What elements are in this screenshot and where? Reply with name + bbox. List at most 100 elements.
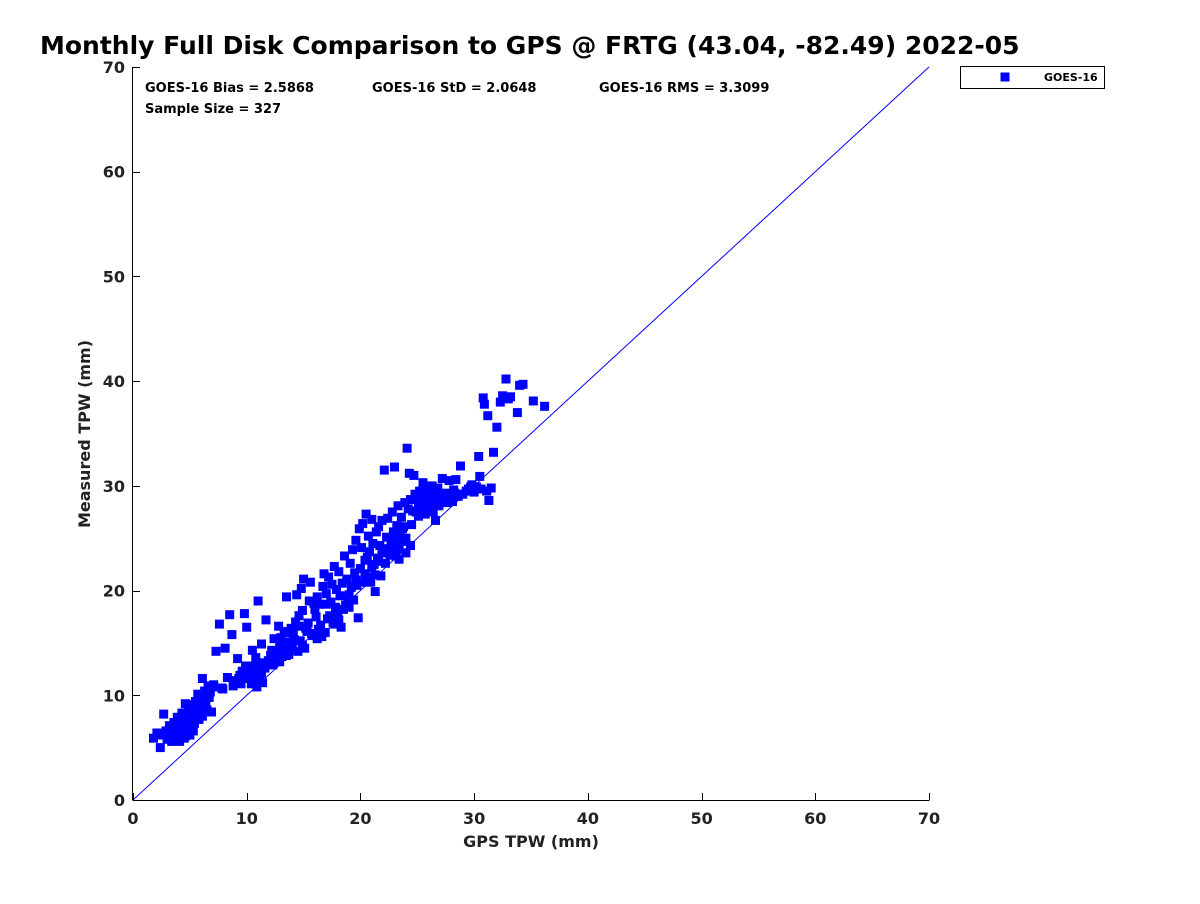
legend-box — [960, 66, 1105, 89]
data-point — [370, 587, 380, 597]
data-point — [267, 645, 277, 655]
data-point — [279, 626, 289, 636]
data-point — [249, 677, 258, 687]
data-point — [209, 680, 219, 690]
data-point — [211, 646, 221, 656]
data-point — [398, 524, 407, 534]
y-tick-label: 70 — [103, 58, 125, 77]
sample-size-annotation: Sample Size = 327 — [145, 102, 281, 117]
data-point — [388, 527, 398, 537]
data-point — [343, 593, 353, 603]
data-point — [498, 391, 508, 401]
x-tick-label: 0 — [127, 809, 138, 828]
data-point — [359, 577, 369, 587]
data-point — [352, 580, 362, 590]
data-point — [241, 661, 251, 671]
data-point — [261, 615, 271, 625]
x-tick-label: 60 — [804, 809, 826, 828]
data-point — [196, 691, 206, 701]
data-point — [489, 447, 498, 457]
data-point — [351, 535, 361, 545]
data-point — [225, 610, 235, 620]
data-point — [220, 643, 230, 653]
data-point — [387, 507, 397, 517]
data-point — [469, 487, 479, 497]
y-axis-label: Measured TPW (mm) — [75, 340, 94, 528]
data-point — [312, 634, 322, 644]
x-tick-label: 40 — [577, 809, 599, 828]
data-point — [451, 475, 461, 485]
data-point — [363, 531, 373, 541]
data-point — [483, 411, 493, 421]
data-point — [367, 514, 377, 524]
data-point — [402, 443, 412, 453]
data-point — [282, 651, 291, 660]
data-point — [204, 692, 214, 702]
data-point — [362, 552, 372, 562]
data-point — [321, 599, 331, 609]
x-tick-label: 70 — [918, 809, 940, 828]
data-point — [296, 584, 306, 593]
data-point — [294, 611, 304, 621]
data-point — [292, 590, 302, 600]
data-point — [427, 481, 437, 491]
data-point — [282, 592, 291, 602]
data-point — [456, 461, 465, 471]
data-point — [271, 647, 281, 657]
data-point — [355, 564, 365, 574]
data-point — [528, 396, 538, 406]
data-point — [433, 483, 443, 493]
data-point — [367, 563, 377, 572]
data-point — [338, 604, 348, 614]
y-tick-label: 60 — [103, 163, 125, 182]
data-point — [394, 544, 404, 554]
data-point — [319, 569, 329, 579]
data-point — [436, 491, 446, 501]
data-point — [236, 679, 246, 689]
data-point — [371, 527, 381, 537]
data-point — [285, 639, 295, 649]
data-point — [344, 602, 354, 612]
data-point — [486, 483, 496, 493]
data-point — [329, 562, 339, 571]
data-point — [374, 556, 384, 566]
data-point — [325, 611, 335, 621]
data-point — [433, 500, 443, 510]
data-point — [270, 653, 280, 663]
data-point — [512, 408, 522, 418]
data-point — [418, 478, 428, 488]
x-tick-label: 50 — [690, 809, 712, 828]
data-point — [413, 502, 423, 512]
data-point — [189, 705, 199, 715]
bias-annotation: GOES-16 Bias = 2.5868 — [145, 81, 314, 96]
data-point — [353, 613, 363, 623]
data-point — [349, 595, 359, 605]
data-point — [423, 504, 432, 514]
data-point — [444, 476, 454, 486]
data-point — [315, 599, 324, 609]
data-point — [251, 653, 261, 663]
chart-title: Monthly Full Disk Comparison to GPS @ FR… — [40, 31, 1020, 60]
data-point — [188, 712, 198, 722]
data-point — [233, 654, 243, 664]
data-point — [421, 484, 431, 494]
data-point — [316, 620, 326, 630]
x-tick-label: 10 — [236, 809, 258, 828]
data-point — [518, 379, 528, 389]
data-point — [257, 668, 266, 678]
data-point — [406, 495, 415, 504]
data-point — [376, 571, 386, 581]
data-point — [247, 645, 257, 655]
data-point — [413, 511, 423, 521]
data-point — [495, 397, 505, 407]
data-point — [274, 621, 284, 631]
data-point — [332, 585, 341, 594]
data-point — [205, 687, 215, 697]
data-point — [152, 728, 162, 738]
data-point — [330, 602, 340, 612]
data-point — [351, 575, 361, 585]
data-point — [478, 393, 488, 403]
data-point — [360, 569, 370, 579]
data-point — [334, 567, 344, 577]
data-point — [400, 498, 410, 508]
